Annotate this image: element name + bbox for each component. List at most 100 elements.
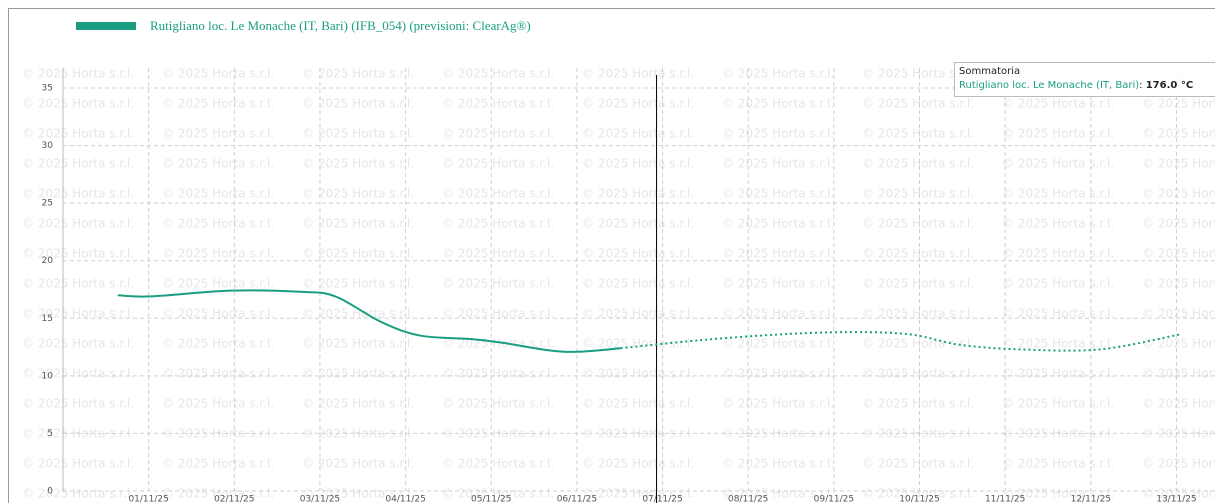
x-tick-label: 09/11/25 bbox=[814, 495, 854, 503]
watermark: © 2025 Horta s.r.l. bbox=[862, 97, 974, 111]
watermark: © 2025 Horta s.r.l. bbox=[162, 247, 274, 261]
watermark: © 2025 Horta s.r.l. bbox=[1142, 337, 1215, 351]
watermark: © 2025 Horta s.r.l. bbox=[22, 307, 134, 321]
watermark: © 2025 Horta s.r.l. bbox=[862, 367, 974, 381]
watermark: © 2025 Horta s.r.l. bbox=[442, 367, 554, 381]
watermark: © 2025 Horta s.r.l. bbox=[1002, 127, 1114, 141]
watermark: © 2025 Horta s.r.l. bbox=[302, 307, 414, 321]
x-tick-label: 08/11/25 bbox=[728, 495, 768, 503]
watermark: © 2025 Horta s.r.l. bbox=[1002, 277, 1114, 291]
watermark: © 2025 Horta s.r.l. bbox=[302, 217, 414, 231]
watermark: © 2025 Horta s.r.l. bbox=[582, 97, 694, 111]
x-tick-label: 11/11/25 bbox=[985, 495, 1025, 503]
legend-label: Rutigliano loc. Le Monache (IT, Bari) (I… bbox=[150, 18, 531, 33]
watermark: © 2025 Horta s.r.l. bbox=[22, 367, 134, 381]
watermark: © 2025 Horta s.r.l. bbox=[442, 67, 554, 81]
watermark: © 2025 Horta s.r.l. bbox=[722, 397, 834, 411]
watermark: © 2025 Horta s.r.l. bbox=[442, 277, 554, 291]
watermark: © 2025 Horta s.r.l. bbox=[162, 337, 274, 351]
watermark: © 2025 Horta s.r.l. bbox=[1142, 487, 1215, 501]
watermark: © 2025 Horta s.r.l. bbox=[302, 67, 414, 81]
watermark: © 2025 Horta s.r.l. bbox=[302, 247, 414, 261]
watermark: © 2025 Horta s.r.l. bbox=[862, 247, 974, 261]
watermark: © 2025 Horta s.r.l. bbox=[862, 307, 974, 321]
watermark: © 2025 Horta s.r.l. bbox=[302, 337, 414, 351]
watermark: © 2025 Horta s.r.l. bbox=[1142, 97, 1215, 111]
watermark: © 2025 Horta s.r.l. bbox=[302, 127, 414, 141]
watermark: © 2025 Horta s.r.l. bbox=[442, 457, 554, 471]
tooltip-value: 176.0 °C bbox=[1146, 80, 1193, 91]
watermark: © 2025 Horta s.r.l. bbox=[1002, 307, 1114, 321]
watermark: © 2025 Horta s.r.l. bbox=[1002, 457, 1114, 471]
watermark: © 2025 Horta s.r.l. bbox=[22, 127, 134, 141]
watermark: © 2025 Horta s.r.l. bbox=[442, 127, 554, 141]
watermark: © 2025 Horta s.r.l. bbox=[582, 397, 694, 411]
y-tick-label: 30 bbox=[42, 141, 54, 151]
x-tick-label: 10/11/25 bbox=[899, 495, 939, 503]
x-tick-label: 07/11/25 bbox=[642, 495, 682, 503]
watermark: © 2025 Horta s.r.l. bbox=[722, 487, 834, 501]
watermark: © 2025 Horta s.r.l. bbox=[1002, 367, 1114, 381]
x-tick-label: 02/11/25 bbox=[214, 495, 254, 503]
forecast-line bbox=[620, 331, 1181, 352]
watermark: © 2025 Horta s.r.l. bbox=[1002, 487, 1114, 501]
watermark: © 2025 Horta s.r.l. bbox=[722, 97, 834, 111]
watermark: © 2025 Horta s.r.l. bbox=[1142, 187, 1215, 201]
watermark: © 2025 Horta s.r.l. bbox=[302, 97, 414, 111]
watermark: © 2025 Horta s.r.l. bbox=[162, 187, 274, 201]
watermark: © 2025 Horta s.r.l. bbox=[302, 487, 414, 501]
watermark: © 2025 Horta s.r.l. bbox=[22, 457, 134, 471]
watermark: © 2025 Horta s.r.l. bbox=[862, 217, 974, 231]
watermark: © 2025 Horta s.r.l. bbox=[162, 157, 274, 171]
watermark: © 2025 Horta s.r.l. bbox=[722, 187, 834, 201]
tooltip-line: Rutigliano loc. Le Monache (IT, Bari): 1… bbox=[959, 80, 1193, 91]
x-tick-label: 13/11/25 bbox=[1156, 495, 1196, 503]
watermark: © 2025 Horta s.r.l. bbox=[162, 457, 274, 471]
watermark: © 2025 Horta s.r.l. bbox=[862, 457, 974, 471]
watermark: © 2025 Horta s.r.l. bbox=[862, 487, 974, 501]
watermark: © 2025 Horta s.r.l. bbox=[722, 277, 834, 291]
watermark: © 2025 Horta s.r.l. bbox=[582, 487, 694, 501]
watermark: © 2025 Horta s.r.l. bbox=[722, 337, 834, 351]
watermark: © 2025 Horta s.r.l. bbox=[722, 457, 834, 471]
y-tick-label: 0 bbox=[47, 487, 53, 497]
x-tick-label: 12/11/25 bbox=[1071, 495, 1111, 503]
watermark: © 2025 Horta s.r.l. bbox=[1002, 187, 1114, 201]
watermark: © 2025 Horta s.r.l. bbox=[722, 247, 834, 261]
watermark: © 2025 Horta s.r.l. bbox=[442, 487, 554, 501]
watermark: © 2025 Horta s.r.l. bbox=[582, 247, 694, 261]
watermark: © 2025 Horta s.r.l. bbox=[302, 157, 414, 171]
watermark: © 2025 Horta s.r.l. bbox=[722, 367, 834, 381]
line bbox=[117, 289, 621, 353]
watermark: © 2025 Horta s.r.l. bbox=[302, 187, 414, 201]
watermark: © 2025 Horta s.r.l. bbox=[162, 367, 274, 381]
y-tick-label: 35 bbox=[42, 84, 53, 94]
watermark: © 2025 Horta s.r.l. bbox=[22, 97, 134, 111]
watermark: © 2025 Horta s.r.l. bbox=[22, 247, 134, 261]
watermarks: © 2025 Horta s.r.l. © 2025 Horta s.r.l. © … bbox=[22, 67, 1215, 501]
tooltip-title: Sommatoria bbox=[959, 66, 1020, 77]
watermark: © 2025 Horta s.r.l. bbox=[582, 127, 694, 141]
y-tick-label: 20 bbox=[42, 256, 54, 266]
watermark: © 2025 Horta s.r.l. bbox=[722, 307, 834, 321]
watermark: © 2025 Horta s.r.l. bbox=[22, 157, 134, 171]
x-tick-label: 01/11/25 bbox=[128, 495, 168, 503]
watermark: © 2025 Horta s.r.l. bbox=[1142, 457, 1215, 471]
tooltip: Sommatoria Rutigliano loc. Le Monache (IT… bbox=[954, 62, 1215, 97]
y-tick-label: 5 bbox=[47, 429, 53, 439]
watermark: © 2025 Horta s.r.l. bbox=[162, 67, 274, 81]
watermark: © 2025 Horta s.r.l. bbox=[162, 307, 274, 321]
watermark: © 2025 Horta s.r.l. bbox=[22, 487, 134, 501]
chart-frame bbox=[8, 8, 1215, 503]
watermark: © 2025 Horta s.r.l. bbox=[862, 397, 974, 411]
x-tick-label: 05/11/25 bbox=[471, 495, 511, 503]
y-tick-label: 15 bbox=[42, 314, 53, 324]
watermark: © 2025 Horta s.r.l. bbox=[22, 277, 134, 291]
watermark: © 2025 Horta s.r.l. bbox=[582, 337, 694, 351]
watermark: © 2025 Horta s.r.l. bbox=[1002, 247, 1114, 261]
watermark: © 2025 Horta s.r.l. bbox=[442, 397, 554, 411]
watermark: © 2025 Horta s.r.l. bbox=[862, 187, 974, 201]
watermark: © 2025 Horta s.r.l. bbox=[162, 487, 274, 501]
x-tick-label: 03/11/25 bbox=[300, 495, 340, 503]
watermark: © 2025 Horta s.r.l. bbox=[722, 127, 834, 141]
